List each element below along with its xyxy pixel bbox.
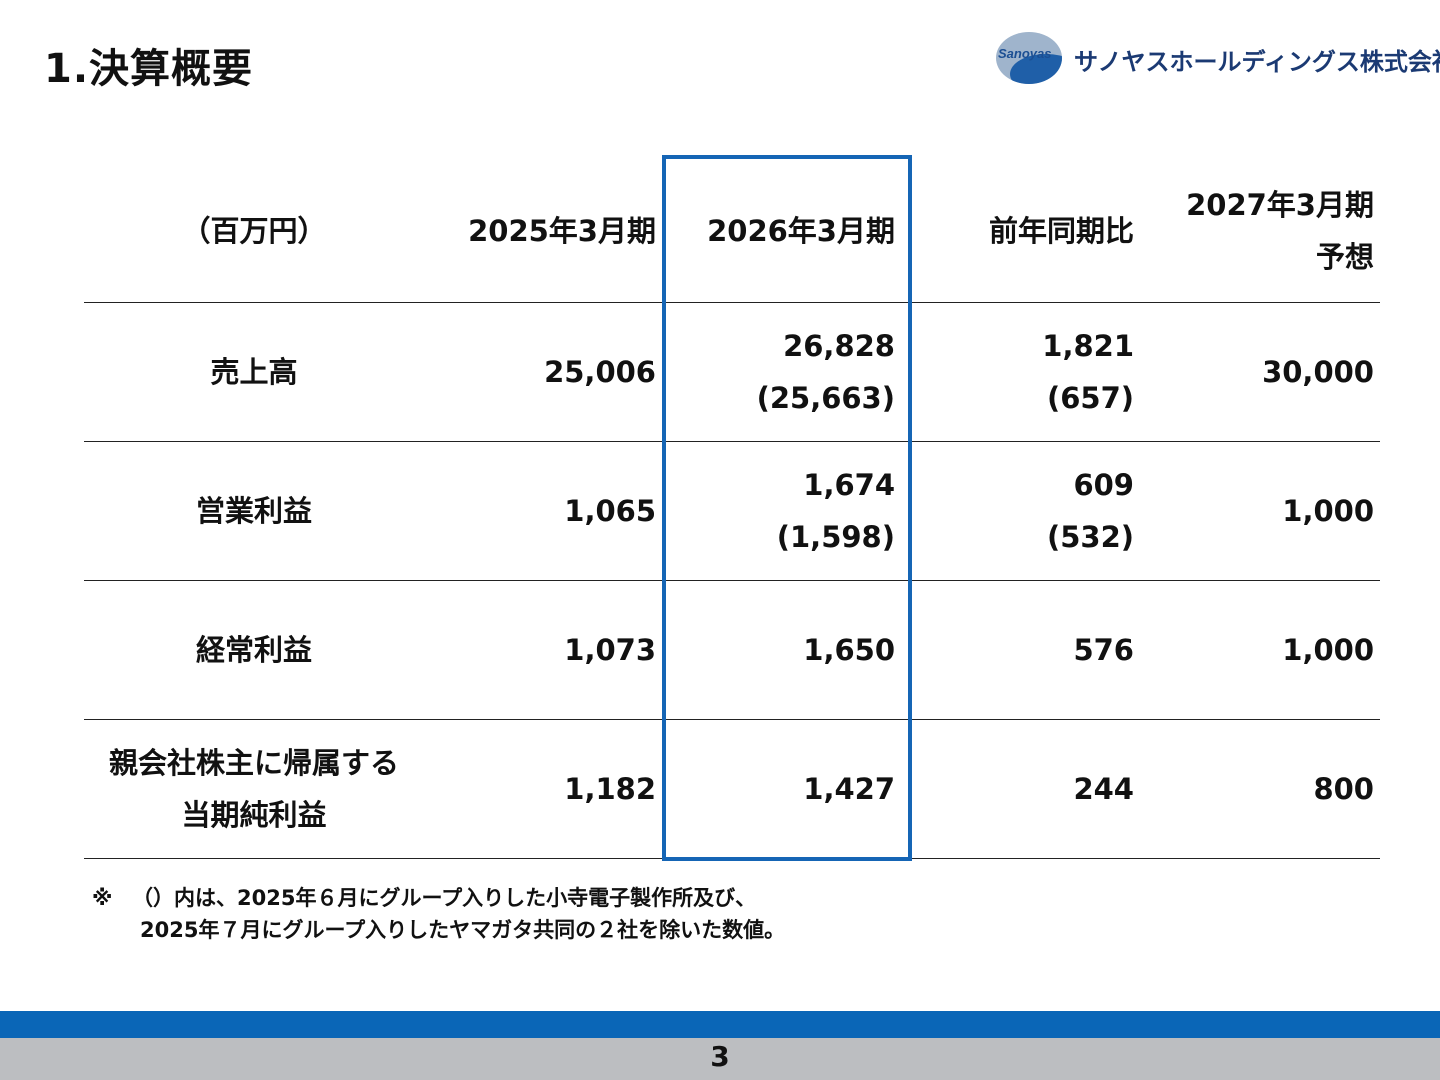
header-unit: （百万円）	[84, 160, 424, 303]
company-name: サノヤスホールディングス株式会社	[1074, 48, 1440, 76]
footnote-line1: ※ （）内は、2025年６月にグループ入りした小寺電子製作所及び、	[92, 882, 785, 914]
row-label: 親会社株主に帰属する 当期純利益	[84, 719, 424, 859]
cell-fy2025: 1,182	[424, 719, 662, 859]
header-fy2026: 2026年3月期	[662, 160, 901, 303]
header-forecast: 予想	[1315, 240, 1374, 274]
footnote-symbol: ※	[92, 886, 113, 910]
table-row: 親会社株主に帰属する 当期純利益 1,182 1,427 244 800	[84, 719, 1380, 859]
row-label: 売上高	[84, 302, 424, 442]
cell-yoy: 244	[901, 719, 1140, 859]
footnote: ※ （）内は、2025年６月にグループ入りした小寺電子製作所及び、 2025年７月…	[92, 882, 785, 946]
cell-fy2026-excluded: (1,598)	[776, 520, 895, 554]
cell-yoy-excluded: (532)	[1046, 520, 1134, 554]
cell-yoy: 609 (532)	[901, 441, 1140, 581]
footer-bar	[0, 1038, 1440, 1080]
cell-yoy: 1,821 (657)	[901, 302, 1140, 442]
table-header-row: （百万円） 2025年3月期 2026年3月期 前年同期比 2027年3月期 予…	[84, 160, 1380, 303]
cell-fy2026: 1,650	[662, 580, 901, 720]
logo-mark-text: Sanoyas	[998, 46, 1052, 61]
row-label: 営業利益	[84, 441, 424, 581]
results-table-container: （百万円） 2025年3月期 2026年3月期 前年同期比 2027年3月期 予…	[84, 160, 1380, 859]
table-row: 営業利益 1,065 1,674 (1,598) 609 (532) 1,000	[84, 441, 1380, 581]
cell-yoy-value: 1,821	[1042, 329, 1134, 363]
cell-yoy: 576	[901, 580, 1140, 720]
cell-fy2025: 1,073	[424, 580, 662, 720]
cell-fy2026-value: 1,674	[803, 468, 895, 502]
footnote-text-1: （）内は、2025年６月にグループ入りした小寺電子製作所及び、	[132, 886, 757, 910]
header-yoy: 前年同期比	[901, 160, 1140, 303]
page-title: 1.決算概要	[44, 46, 254, 92]
row-label-line1: 親会社株主に帰属する	[108, 746, 399, 780]
cell-fy2026-value: 26,828	[783, 329, 895, 363]
cell-fy2027: 30,000	[1140, 302, 1380, 442]
footer-accent-bar	[0, 1011, 1440, 1038]
cell-fy2026: 26,828 (25,663)	[662, 302, 901, 442]
logo-emblem-icon	[996, 32, 1062, 84]
cell-fy2025: 1,065	[424, 441, 662, 581]
cell-fy2026-excluded: (25,663)	[756, 381, 895, 415]
table-row: 売上高 25,006 26,828 (25,663) 1,821 (657) 3…	[84, 302, 1380, 442]
cell-fy2027: 1,000	[1140, 580, 1380, 720]
header-fy2027-forecast: 2027年3月期 予想	[1140, 160, 1380, 303]
row-label: 経常利益	[84, 580, 424, 720]
table-row: 経常利益 1,073 1,650 576 1,000	[84, 580, 1380, 720]
cell-fy2026: 1,674 (1,598)	[662, 441, 901, 581]
cell-fy2027: 800	[1140, 719, 1380, 859]
page-number: 3	[710, 1040, 730, 1073]
cell-fy2026: 1,427	[662, 719, 901, 859]
cell-yoy-excluded: (657)	[1046, 381, 1134, 415]
company-logo: Sanoyas サノヤスホールディングス株式会社	[996, 30, 1440, 86]
row-label-line2: 当期純利益	[181, 798, 327, 832]
results-table: （百万円） 2025年3月期 2026年3月期 前年同期比 2027年3月期 予…	[84, 160, 1380, 859]
footnote-text-2: 2025年７月にグループ入りしたヤマガタ共同の２社を除いた数値。	[140, 918, 786, 942]
header-fy2027: 2027年3月期	[1186, 188, 1374, 222]
cell-fy2027: 1,000	[1140, 441, 1380, 581]
header-fy2025: 2025年3月期	[424, 160, 662, 303]
cell-fy2025: 25,006	[424, 302, 662, 442]
cell-yoy-value: 609	[1073, 468, 1134, 502]
